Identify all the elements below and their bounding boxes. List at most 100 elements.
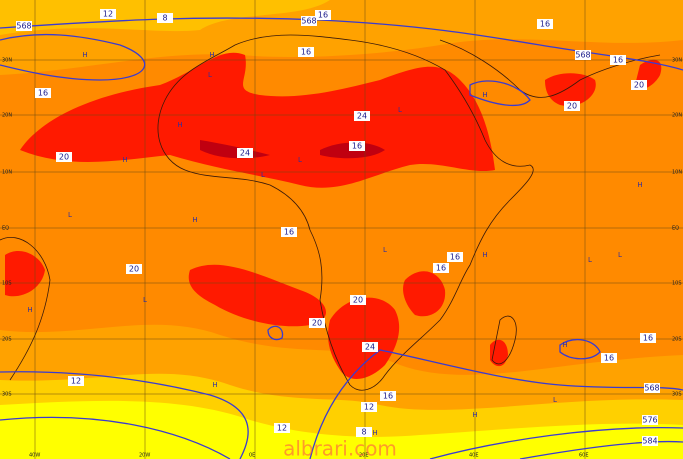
- pressure-center: H: [562, 341, 567, 349]
- label-box: [642, 415, 658, 425]
- label-box: [537, 19, 553, 29]
- label-box: [433, 263, 449, 273]
- contour-label: 12: [364, 403, 374, 412]
- contour-label: 20: [129, 265, 139, 274]
- label-box: [447, 252, 463, 262]
- lat-label: 20N: [672, 113, 682, 119]
- contour-label: 16: [450, 253, 460, 262]
- contour-label: 568: [644, 384, 659, 393]
- pressure-center: H: [209, 51, 214, 59]
- pressure-center: L: [261, 171, 265, 179]
- contour-label: 16: [352, 142, 362, 151]
- pressure-center: H: [482, 91, 487, 99]
- pressure-center: L: [588, 256, 592, 264]
- pressure-center: L: [298, 156, 302, 164]
- lat-label: 20N: [2, 113, 12, 119]
- lat-label: 20S: [2, 337, 12, 343]
- height-contour: [469, 80, 531, 107]
- contour-label: 8: [162, 14, 167, 23]
- contour-label: 16: [301, 48, 311, 57]
- label-box: [281, 227, 297, 237]
- contour-label: 16: [38, 89, 48, 98]
- contour-label: 24: [365, 343, 375, 352]
- pressure-center: L: [618, 251, 622, 259]
- lat-label: EQ: [672, 226, 679, 232]
- label-box: [56, 152, 72, 162]
- height-contour: [309, 349, 683, 459]
- hot-region: [328, 297, 400, 380]
- lat-label: 10N: [672, 170, 682, 176]
- contour-label: 568: [575, 51, 590, 60]
- lat-label: 10N: [2, 170, 12, 176]
- lat-label: EQ: [2, 226, 9, 232]
- label-box: [644, 383, 660, 393]
- contour-label: 24: [240, 149, 250, 158]
- lat-label: 30N: [672, 58, 682, 64]
- contour-label: 16: [613, 56, 623, 65]
- contour-label: 12: [103, 10, 113, 19]
- contour-label: 12: [277, 424, 287, 433]
- label-box: [274, 423, 290, 433]
- label-box: [315, 10, 331, 20]
- pressure-center: H: [27, 306, 32, 314]
- label-box: [640, 333, 656, 343]
- label-box: [100, 9, 116, 19]
- pressure-center: H: [212, 381, 217, 389]
- pressure-center: H: [637, 181, 642, 189]
- pressure-center: H: [482, 251, 487, 259]
- coastline: [0, 237, 51, 381]
- height-contour: [0, 416, 683, 459]
- label-box: [301, 16, 317, 26]
- contour-label: 16: [604, 354, 614, 363]
- label-box: [601, 353, 617, 363]
- label-box: [356, 427, 372, 437]
- label-box: [237, 148, 253, 158]
- contour-label: 20: [312, 319, 322, 328]
- label-box: [564, 101, 580, 111]
- coastline: [491, 315, 517, 365]
- label-box: [380, 391, 396, 401]
- label-box: [642, 436, 658, 446]
- contour-label: 24: [357, 112, 367, 121]
- label-box: [610, 55, 626, 65]
- contour-label: 20: [59, 153, 69, 162]
- pressure-center: H: [122, 156, 127, 164]
- contour-label: 568: [16, 22, 31, 31]
- height-contour: [0, 17, 683, 71]
- lat-label: 30S: [2, 392, 12, 398]
- label-box: [298, 47, 314, 57]
- contour-label: 568: [301, 17, 316, 26]
- label-box: [631, 80, 647, 90]
- hot-region: [188, 264, 327, 327]
- contour-label: 16: [540, 20, 550, 29]
- pressure-center: L: [208, 71, 212, 79]
- pressure-center: L: [553, 396, 557, 404]
- pressure-center: L: [383, 246, 387, 254]
- height-contour: [0, 371, 249, 459]
- yellow-band: [0, 400, 683, 459]
- contour-label: 12: [71, 377, 81, 386]
- label-box: [157, 13, 173, 23]
- contour-label: 16: [436, 264, 446, 273]
- label-box: [350, 295, 366, 305]
- contour-label: 20: [353, 296, 363, 305]
- lat-label: 30S: [672, 392, 682, 398]
- coastline: [157, 34, 534, 391]
- hot-region: [545, 59, 662, 106]
- contour-label: 576: [642, 416, 657, 425]
- pressure-center: H: [177, 121, 182, 129]
- contour-label: 584: [642, 437, 657, 446]
- label-box: [362, 342, 378, 352]
- contour-label: 16: [383, 392, 393, 401]
- lon-label: 40E: [469, 453, 479, 459]
- label-box: [354, 111, 370, 121]
- lon-label: 60E: [579, 453, 589, 459]
- lat-label: 20S: [672, 337, 682, 343]
- pressure-center: H: [472, 411, 477, 419]
- height-contour: [267, 325, 601, 360]
- label-box: [575, 50, 591, 60]
- pressure-center: H: [82, 51, 87, 59]
- contour-label: 20: [567, 102, 577, 111]
